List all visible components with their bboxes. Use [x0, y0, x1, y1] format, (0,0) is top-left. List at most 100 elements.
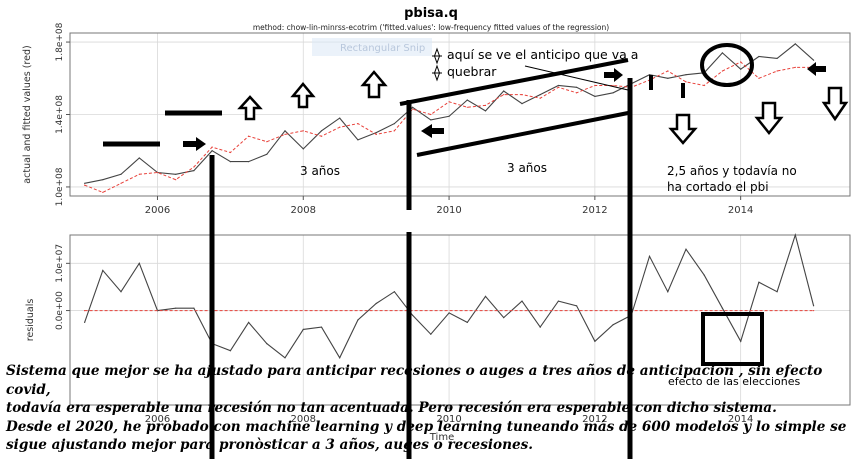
rectangular-snip-box — [312, 38, 432, 56]
data-point — [357, 123, 359, 125]
data-point — [138, 262, 140, 264]
data-point — [248, 135, 250, 137]
rectangular-snip-label: Rectangular Snip — [340, 43, 425, 54]
data-point — [430, 119, 432, 121]
data-point — [339, 126, 341, 128]
x-tick-label: 2008 — [291, 205, 316, 216]
data-point — [156, 171, 159, 174]
data-point — [320, 130, 323, 132]
data-point — [539, 97, 541, 99]
efecto-elecciones-label: efecto de las elecciones — [668, 375, 800, 388]
data-point — [594, 340, 596, 342]
data-point — [576, 86, 578, 88]
data-point — [393, 130, 395, 132]
data-point — [266, 343, 268, 345]
data-point — [175, 173, 177, 175]
data-point — [102, 269, 104, 271]
data-point — [229, 151, 231, 154]
data-point — [484, 295, 487, 297]
data-point — [448, 312, 450, 314]
data-point — [576, 305, 578, 307]
left-arrow-icon — [421, 124, 444, 138]
data-point — [612, 84, 614, 87]
data-point — [393, 291, 395, 293]
data-point — [813, 305, 815, 307]
label-2-5-anios-line-1: 2,5 años y todavía no — [667, 164, 797, 178]
down-arrow-icon — [754, 101, 784, 136]
data-point — [138, 173, 140, 175]
data-point — [740, 61, 742, 63]
data-point — [102, 179, 104, 181]
data-point — [84, 184, 86, 186]
data-point — [503, 90, 505, 92]
data-point — [120, 291, 122, 293]
data-point — [521, 103, 523, 105]
up-arrow-icon — [290, 82, 316, 109]
y-tick-label: 1.8e+08 — [55, 22, 65, 61]
x-tick-label: 2010 — [436, 414, 461, 425]
data-point — [302, 148, 304, 150]
residual-highlight-box — [701, 312, 764, 366]
x-tick-label: 2006 — [145, 414, 170, 425]
data-point — [685, 248, 687, 250]
right-arrow-icon — [604, 68, 623, 82]
data-point — [284, 130, 286, 132]
left-arrow-icon — [807, 62, 826, 76]
data-point — [357, 319, 359, 321]
caption-text: Sistema que mejor se ha ajustado para an… — [6, 363, 847, 453]
data-point — [430, 113, 432, 116]
data-point — [594, 95, 596, 97]
y-tick-label: 1.0e+07 — [55, 244, 65, 283]
data-point — [175, 179, 177, 181]
x-tick-label: 2014 — [728, 414, 753, 425]
data-point — [375, 133, 377, 135]
data-point — [430, 333, 432, 335]
data-point — [248, 321, 250, 323]
residuals-panel: 2006 2008 2010 2012 2014 0.0e+00 1.0e+07 residu… — [25, 233, 851, 443]
data-point — [102, 191, 104, 193]
data-point — [357, 139, 359, 141]
data-point — [703, 274, 705, 276]
data-point — [412, 108, 414, 110]
trend-line-upper — [399, 58, 629, 106]
data-point — [776, 57, 778, 60]
data-point — [557, 300, 560, 302]
data-point — [503, 94, 505, 96]
data-point — [594, 84, 596, 87]
data-point — [448, 101, 450, 103]
data-point — [466, 99, 468, 101]
label-2-5-anios-line-2: ha cortado el pbi — [667, 180, 769, 194]
data-point — [284, 357, 286, 359]
data-point — [503, 317, 505, 319]
data-point — [813, 59, 815, 61]
data-point — [193, 166, 195, 168]
data-point — [484, 104, 487, 106]
data-point — [393, 123, 395, 125]
data-point — [84, 310, 86, 312]
data-point — [339, 117, 341, 119]
data-point — [758, 77, 760, 79]
data-point — [320, 326, 323, 328]
data-point — [740, 340, 742, 342]
data-point — [539, 326, 541, 328]
data-point — [776, 70, 778, 72]
data-point — [685, 81, 687, 83]
data-point — [466, 106, 468, 108]
data-point — [557, 86, 560, 88]
data-point — [320, 135, 323, 137]
up-arrow-icon — [360, 70, 388, 99]
data-point — [721, 307, 724, 309]
data-point — [266, 141, 268, 143]
data-point — [539, 94, 541, 96]
x-tick-label: 2012 — [582, 205, 607, 216]
anticipo-pointer — [524, 65, 629, 91]
up-arrow-icon — [237, 95, 263, 121]
data-point — [448, 115, 450, 117]
plot-frame — [69, 234, 851, 406]
data-point — [248, 161, 250, 163]
data-point — [193, 307, 195, 309]
y-tick-label: 1.0e+08 — [55, 167, 65, 206]
data-point — [667, 77, 669, 79]
data-point — [466, 321, 468, 323]
